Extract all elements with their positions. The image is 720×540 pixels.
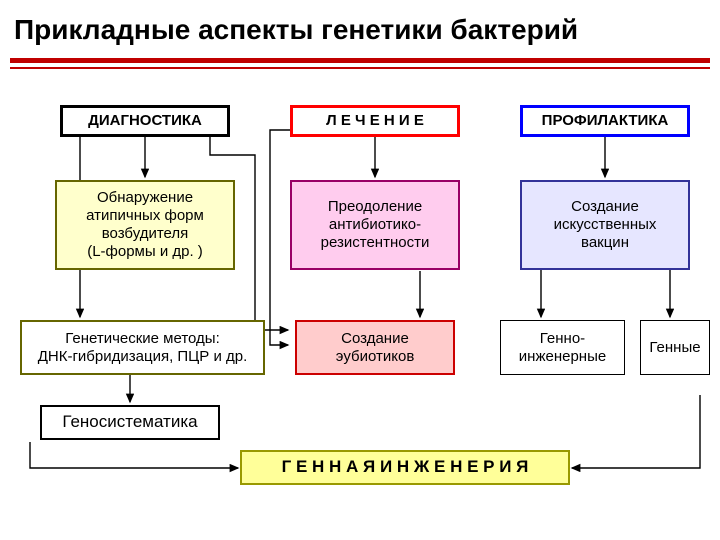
- box-vaccines: Создание искусственных вакцин: [520, 180, 690, 270]
- box-gene-engineering: Г Е Н Н А Я И Н Ж Е Н Е Р И Я: [240, 450, 570, 485]
- box-antibiotic: Преодоление антибиотико- резистентности: [290, 180, 460, 270]
- page-title: Прикладные аспекты генетики бактерий: [14, 14, 578, 46]
- box-lechenie: Л Е Ч Е Н И Е: [290, 105, 460, 137]
- title-underline-thick: [10, 58, 710, 63]
- box-detection: Обнаружение атипичных форм возбудителя (…: [55, 180, 235, 270]
- box-genosystematics: Геносистематика: [40, 405, 220, 440]
- box-diagnostika: ДИАГНОСТИКА: [60, 105, 230, 137]
- title-underline-thin: [10, 67, 710, 69]
- box-profilaktika: ПРОФИЛАКТИКА: [520, 105, 690, 137]
- box-gen: Генные: [640, 320, 710, 375]
- box-genno-eng: Генно- инженерные: [500, 320, 625, 375]
- box-genetic-methods: Генетические методы: ДНК-гибридизация, П…: [20, 320, 265, 375]
- box-eubiotics: Создание эубиотиков: [295, 320, 455, 375]
